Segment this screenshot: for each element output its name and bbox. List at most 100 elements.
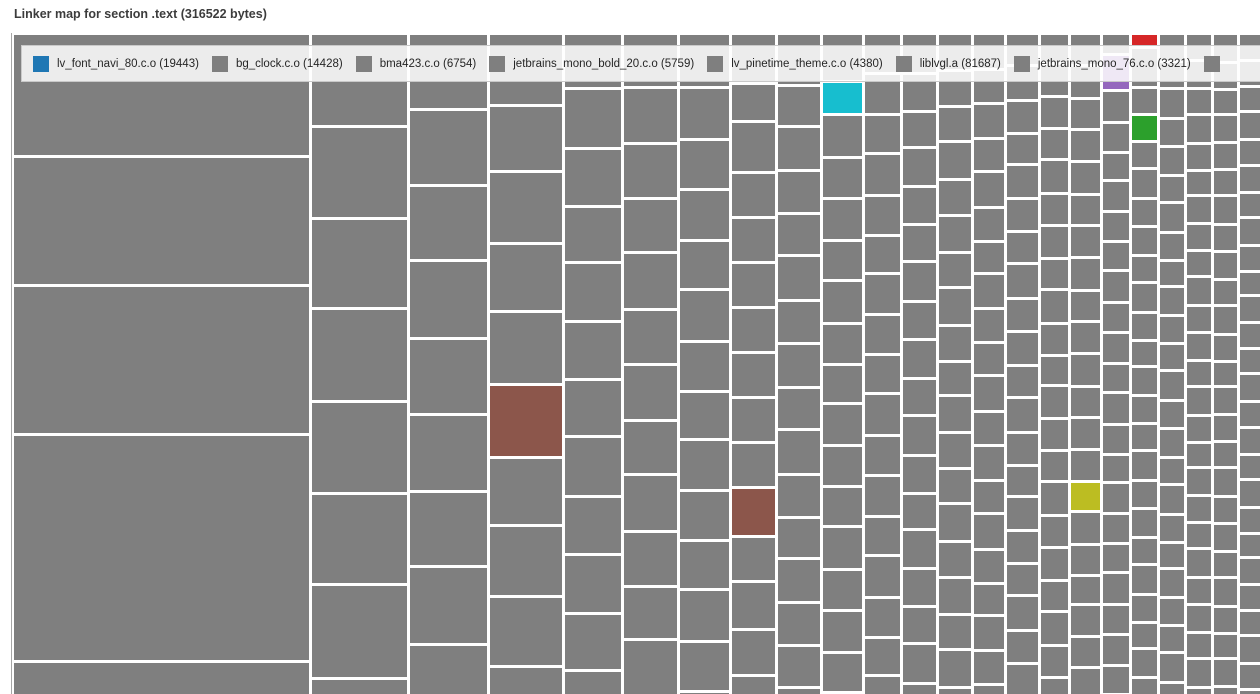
- treemap-cell[interactable]: [823, 282, 862, 322]
- treemap-cell[interactable]: [1132, 539, 1157, 563]
- treemap-cell[interactable]: [823, 612, 862, 651]
- treemap-cell[interactable]: [1160, 317, 1184, 342]
- treemap-cell[interactable]: [1041, 357, 1068, 384]
- treemap-cell[interactable]: [865, 197, 900, 234]
- treemap-cell[interactable]: [939, 616, 971, 648]
- treemap-cell[interactable]: [974, 585, 1004, 614]
- treemap-cell[interactable]: [974, 105, 1004, 137]
- treemap-cell[interactable]: [903, 380, 936, 414]
- treemap-cell[interactable]: [732, 444, 775, 486]
- treemap-cell[interactable]: [1041, 325, 1068, 354]
- treemap-cell[interactable]: [624, 641, 677, 694]
- treemap-cell[interactable]: [1007, 597, 1038, 629]
- treemap-cell[interactable]: [1041, 260, 1068, 288]
- treemap-cell[interactable]: [865, 557, 900, 596]
- treemap-cell[interactable]: [1214, 525, 1237, 550]
- treemap-cell[interactable]: [1071, 388, 1100, 416]
- treemap-cell[interactable]: [410, 646, 487, 694]
- treemap-cell[interactable]: [1007, 532, 1038, 562]
- treemap-cell[interactable]: [903, 685, 936, 694]
- treemap-cell[interactable]: [823, 83, 862, 113]
- treemap-cell[interactable]: [680, 89, 729, 138]
- treemap-cell[interactable]: [624, 476, 677, 530]
- treemap-cell[interactable]: [939, 108, 971, 140]
- treemap-cell[interactable]: [1132, 397, 1157, 422]
- treemap-cell[interactable]: [778, 647, 820, 686]
- treemap-cell[interactable]: [490, 459, 562, 524]
- treemap-cell[interactable]: [1007, 467, 1038, 495]
- treemap-cell[interactable]: [1007, 265, 1038, 297]
- treemap-cell[interactable]: [1214, 688, 1237, 694]
- treemap-cell[interactable]: [410, 340, 487, 413]
- treemap-cell[interactable]: [624, 422, 677, 473]
- treemap-cell[interactable]: [1007, 665, 1038, 694]
- treemap-cell[interactable]: [490, 598, 562, 665]
- treemap-cell[interactable]: [1103, 394, 1129, 423]
- treemap-cell[interactable]: [14, 158, 309, 284]
- treemap-cell[interactable]: [1187, 278, 1211, 304]
- treemap-cell[interactable]: [624, 200, 677, 251]
- treemap-cell[interactable]: [1132, 482, 1157, 507]
- treemap-cell[interactable]: [732, 399, 775, 441]
- treemap-cell[interactable]: [1214, 197, 1237, 223]
- treemap-cell[interactable]: [1214, 281, 1237, 304]
- treemap-cell[interactable]: [680, 492, 729, 539]
- treemap-cell[interactable]: [312, 310, 407, 400]
- treemap-cell[interactable]: [1160, 599, 1184, 624]
- treemap-cell[interactable]: [1187, 388, 1211, 414]
- treemap-cell[interactable]: [1214, 336, 1237, 360]
- treemap-cell[interactable]: [1214, 635, 1237, 657]
- treemap-cell[interactable]: [1007, 498, 1038, 529]
- treemap-cell[interactable]: [1187, 307, 1211, 331]
- treemap-cell[interactable]: [823, 447, 862, 485]
- treemap-cell[interactable]: [778, 302, 820, 342]
- treemap-cell[interactable]: [1041, 452, 1068, 480]
- treemap-cell[interactable]: [1132, 624, 1157, 647]
- treemap-cell[interactable]: [1187, 197, 1211, 222]
- treemap-cell[interactable]: [1103, 426, 1129, 453]
- treemap-cell[interactable]: [1071, 163, 1100, 193]
- treemap-cell[interactable]: [1214, 469, 1237, 495]
- treemap-cell[interactable]: [490, 386, 562, 456]
- treemap-cell[interactable]: [490, 527, 562, 595]
- treemap-cell[interactable]: [1160, 204, 1184, 231]
- treemap-cell[interactable]: [1240, 324, 1260, 347]
- treemap-cell[interactable]: [939, 434, 971, 467]
- treemap-cell[interactable]: [823, 242, 862, 279]
- treemap-cell[interactable]: [903, 149, 936, 185]
- treemap-cell[interactable]: [1187, 579, 1211, 603]
- legend-item[interactable]: liblvgl.a (81687): [895, 55, 1001, 72]
- treemap-cell[interactable]: [1103, 515, 1129, 542]
- treemap-cell[interactable]: [939, 505, 971, 540]
- treemap-cell[interactable]: [680, 643, 729, 690]
- treemap-cell[interactable]: [1007, 233, 1038, 262]
- treemap-cell[interactable]: [974, 310, 1004, 341]
- treemap-cell[interactable]: [732, 174, 775, 216]
- treemap-cell[interactable]: [865, 275, 900, 313]
- treemap-cell[interactable]: [624, 588, 677, 638]
- treemap-cell[interactable]: [823, 366, 862, 402]
- treemap-cell[interactable]: [565, 438, 621, 495]
- treemap-cell[interactable]: [1103, 636, 1129, 664]
- treemap-cell[interactable]: [1160, 459, 1184, 483]
- treemap-cell[interactable]: [1240, 403, 1260, 426]
- treemap-cell[interactable]: [778, 128, 820, 169]
- treemap-cell[interactable]: [1240, 194, 1260, 216]
- treemap-cell[interactable]: [1041, 98, 1068, 127]
- treemap-cell[interactable]: [1187, 334, 1211, 359]
- treemap-cell[interactable]: [680, 242, 729, 288]
- treemap-cell[interactable]: [1187, 145, 1211, 169]
- treemap-cell[interactable]: [1007, 166, 1038, 197]
- treemap-cell[interactable]: [939, 543, 971, 576]
- treemap-cell[interactable]: [823, 405, 862, 444]
- treemap-cell[interactable]: [1103, 304, 1129, 331]
- treemap-cell[interactable]: [1187, 90, 1211, 113]
- treemap-cell[interactable]: [1007, 102, 1038, 132]
- treemap-cell[interactable]: [1041, 582, 1068, 610]
- treemap-cell[interactable]: [565, 323, 621, 378]
- treemap-cell[interactable]: [312, 128, 407, 217]
- treemap-cell[interactable]: [624, 89, 677, 142]
- treemap-cell[interactable]: [778, 345, 820, 386]
- treemap-cell[interactable]: [903, 495, 936, 528]
- treemap-cell[interactable]: [1007, 300, 1038, 330]
